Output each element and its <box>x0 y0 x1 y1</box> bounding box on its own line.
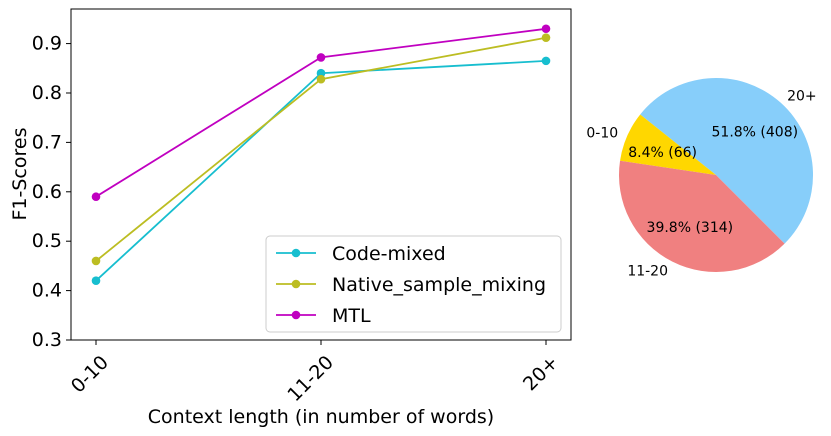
data-point <box>316 53 326 62</box>
y-tick-label: 0.5 <box>32 230 62 252</box>
y-tick-label: 0.3 <box>32 329 62 351</box>
data-point <box>316 74 326 84</box>
y-tick-label: 0.4 <box>32 280 62 302</box>
y-tick-label: 0.7 <box>32 131 62 153</box>
data-point <box>541 33 551 42</box>
pie-category-label: 0-10 <box>586 125 618 141</box>
legend-label: MTL <box>332 305 371 327</box>
pie-percent-label: 8.4% (66) <box>628 145 697 161</box>
x-tick-label: 20+ <box>519 351 563 395</box>
pie-slice <box>640 77 814 244</box>
y-axis-label: F1-Scores <box>9 128 31 221</box>
data-point <box>541 56 551 66</box>
pie-category-label: 11-20 <box>627 263 668 279</box>
y-axis-ticks: 0.3 0.4 0.5 0.6 0.7 0.8 0.9 <box>32 33 71 351</box>
data-point <box>91 276 101 286</box>
line-series-group <box>91 24 551 286</box>
y-tick-label: 0.9 <box>32 33 62 55</box>
pie-chart: 51.8% (408) 20+ 8.4% (66) 0-10 39.8% (314) 11… <box>586 77 817 279</box>
legend-label: Native_sample_mixing <box>332 274 546 296</box>
legend-frame <box>265 235 562 333</box>
data-point <box>316 68 326 78</box>
legend-marker <box>291 248 301 258</box>
data-point <box>91 256 101 266</box>
pie-slice <box>620 114 716 175</box>
x-tick-label: 0-10 <box>67 351 113 397</box>
y-tick-label: 0.6 <box>32 181 62 203</box>
chart-legend: Code-mixed Native_sample_mixing MTL <box>265 235 562 333</box>
legend-marker <box>291 310 301 320</box>
x-tick-label: 11-20 <box>283 351 338 406</box>
pie-category-label: 20+ <box>787 88 817 104</box>
pie-slice <box>618 160 785 273</box>
legend-marker <box>291 279 301 289</box>
data-point <box>91 192 101 202</box>
y-tick-label: 0.8 <box>32 82 62 104</box>
x-axis-ticks: 0-10 11-20 20+ <box>67 340 563 406</box>
legend-label: Code-mixed <box>332 243 446 265</box>
data-point <box>541 24 551 34</box>
pie-percent-label: 39.8% (314) <box>647 220 734 236</box>
x-axis-label: Context length (in number of words) <box>148 406 494 428</box>
pie-percent-label: 51.8% (408) <box>712 125 799 141</box>
